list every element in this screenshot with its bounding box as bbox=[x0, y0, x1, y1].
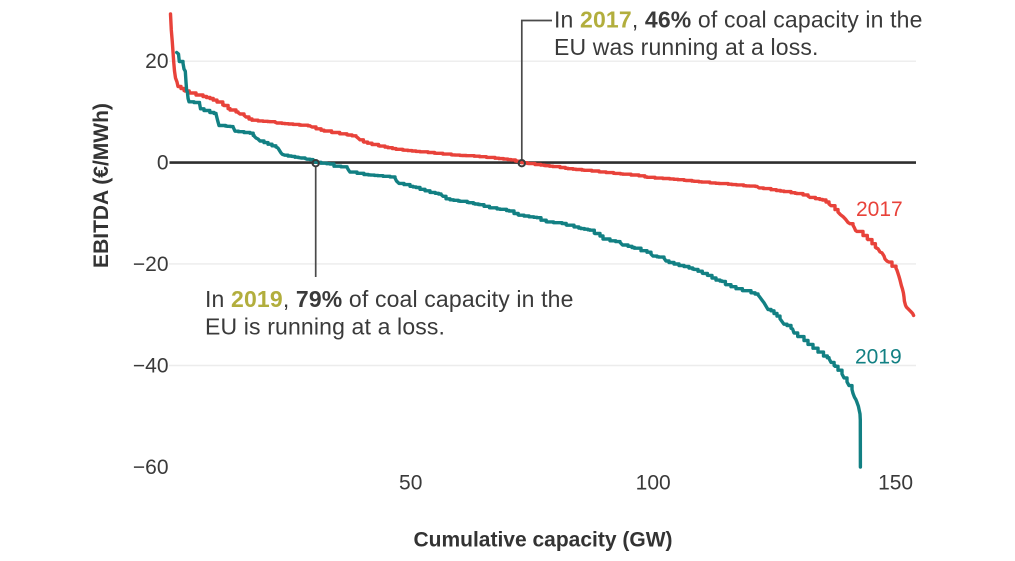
svg-text:Cumulative capacity (GW): Cumulative capacity (GW) bbox=[413, 529, 672, 552]
svg-text:20: 20 bbox=[145, 50, 168, 73]
svg-text:EBITDA (€/MWh): EBITDA (€/MWh) bbox=[90, 103, 113, 268]
svg-text:EU is running at a loss.: EU is running at a loss. bbox=[205, 314, 445, 340]
svg-text:−40: −40 bbox=[133, 355, 169, 378]
svg-text:100: 100 bbox=[636, 472, 671, 495]
svg-text:150: 150 bbox=[878, 472, 913, 495]
svg-text:0: 0 bbox=[157, 152, 169, 175]
svg-text:2019: 2019 bbox=[855, 346, 902, 369]
svg-text:50: 50 bbox=[399, 472, 422, 495]
svg-text:2017: 2017 bbox=[856, 198, 903, 221]
svg-text:In 2019, 79% of coal capacity: In 2019, 79% of coal capacity in the bbox=[205, 286, 574, 312]
svg-text:−20: −20 bbox=[133, 253, 169, 276]
svg-text:EU was running at a loss.: EU was running at a loss. bbox=[554, 34, 819, 60]
svg-text:In 2017, 46% of coal capacity: In 2017, 46% of coal capacity in the bbox=[554, 7, 923, 33]
svg-text:−60: −60 bbox=[133, 456, 169, 479]
